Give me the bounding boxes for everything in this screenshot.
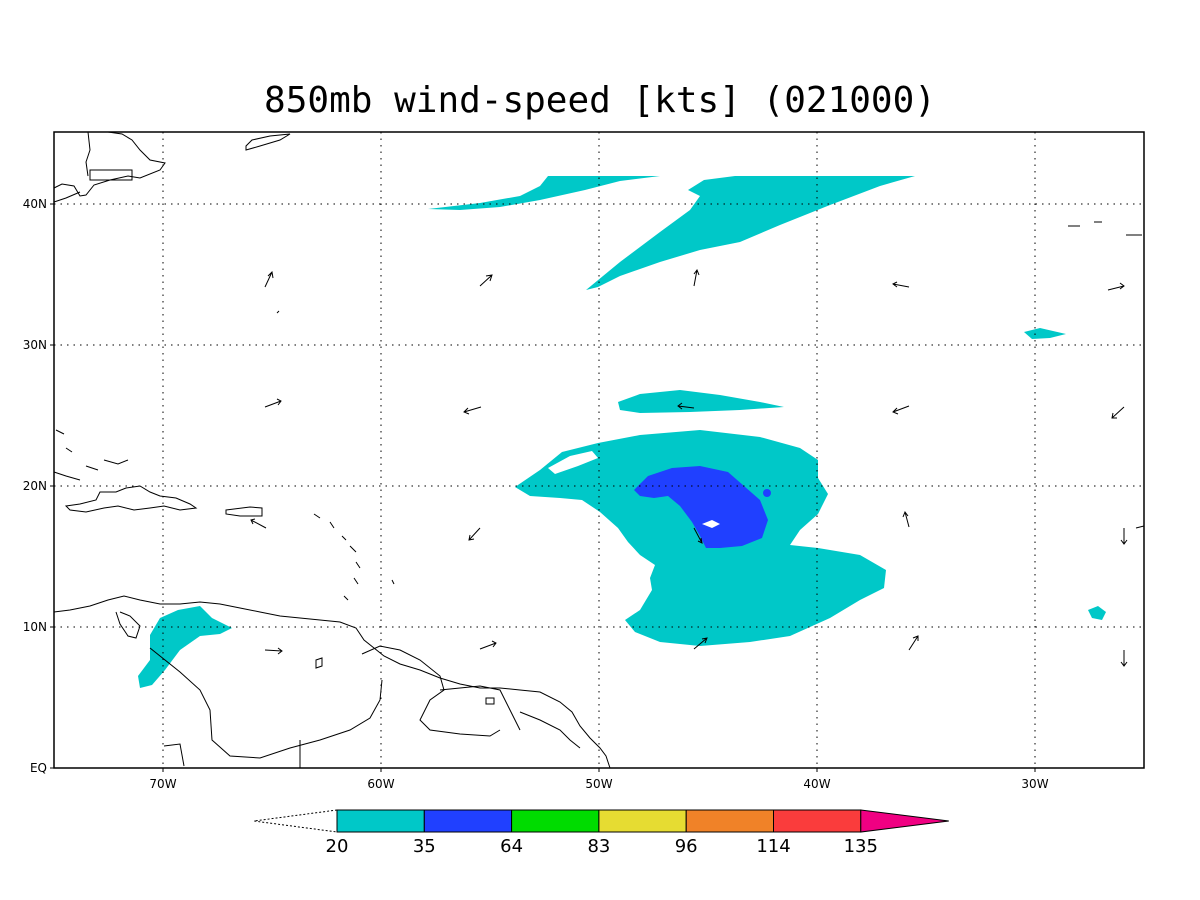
wind-arrow — [463, 406, 482, 415]
wind-arrow — [1111, 406, 1125, 419]
coast-puerto-rico — [225, 506, 263, 517]
colorbar-level-label: 64 — [500, 836, 523, 857]
colorbar-swatch — [336, 809, 425, 833]
colorbar-swatch — [511, 809, 600, 833]
wind-arrow — [250, 518, 267, 529]
colorbar-level-label: 96 — [675, 836, 698, 857]
coast-south-america — [53, 595, 611, 769]
coast-hispaniola — [64, 485, 198, 513]
coast-interior-borders — [149, 645, 581, 768]
wind-arrow — [693, 527, 703, 544]
contour-north-band-east — [586, 176, 915, 290]
colorbar-level-label: 83 — [587, 836, 610, 857]
contour-bar-26n — [618, 390, 784, 413]
y-tick-label: 30N — [23, 338, 47, 352]
wind-arrow — [693, 268, 700, 287]
colorbar-labels: 20 35 64 83 96 114 135 — [326, 836, 878, 857]
colorbar-swatch — [598, 809, 687, 833]
contour-storm-core — [634, 466, 768, 548]
coast-gulf-maracaibo — [115, 611, 141, 639]
wind-arrow — [276, 310, 280, 314]
contour-small-east-30n — [1024, 328, 1066, 339]
colorbar-lower-extend — [253, 809, 338, 833]
x-tick-label: 40W — [803, 777, 830, 791]
colorbar-level-label: 114 — [756, 836, 790, 857]
y-tick-label: 10N — [23, 620, 47, 634]
contour-north-band-west — [428, 176, 660, 210]
wind-arrow — [1120, 650, 1128, 667]
wind-arrow — [264, 270, 274, 288]
x-tick-label: 30W — [1021, 777, 1048, 791]
wind-arrow — [264, 647, 283, 655]
y-axis-labels: 40N 30N 20N 10N EQ — [23, 197, 54, 775]
coast-bahamas-cuba — [53, 429, 129, 481]
coast-lesser-antilles — [313, 513, 395, 601]
colorbar-swatch — [685, 809, 775, 833]
colorbar-upper-extend — [860, 809, 949, 833]
wind-arrow — [892, 405, 910, 415]
wind-arrow — [892, 281, 910, 288]
wind-arrow — [1120, 528, 1128, 545]
colorbar-swatch — [423, 809, 513, 833]
wind-arrow — [479, 640, 497, 650]
wind-arrow — [479, 274, 493, 287]
contour-venezuela — [138, 606, 232, 688]
y-tick-label: 40N — [23, 197, 47, 211]
wind-20-35-kts-contours — [138, 176, 1106, 688]
contour-core-eye — [702, 520, 720, 528]
wind-arrow — [677, 402, 695, 410]
colorbar: 20 35 64 83 96 114 135 — [253, 809, 949, 857]
y-tick-label: 20N — [23, 479, 47, 493]
x-tick-label: 70W — [149, 777, 176, 791]
wind-arrow — [902, 510, 910, 528]
x-axis-labels: 70W 60W 50W 40W 30W — [149, 768, 1049, 791]
wind-arrow — [468, 527, 481, 541]
x-tick-label: 60W — [367, 777, 394, 791]
coast-nova-scotia — [245, 133, 291, 151]
y-tick-label: EQ — [30, 761, 47, 775]
colorbar-level-label: 20 — [326, 836, 349, 857]
contour-small-east-11n — [1088, 606, 1106, 620]
coast-new-england-box — [89, 169, 133, 181]
colorbar-level-label: 135 — [844, 836, 878, 857]
colorbar-level-label: 35 — [413, 836, 436, 857]
wind-arrow — [264, 398, 282, 408]
contour-core-dot — [763, 489, 771, 497]
coast-trinidad — [315, 657, 495, 705]
coast-east-atlantic-islands — [1068, 221, 1145, 529]
wind-arrow — [908, 635, 919, 651]
wind-arrow — [693, 637, 708, 650]
coast-north-america — [53, 131, 166, 203]
wind-arrow — [1107, 282, 1125, 291]
contour-storm-cutout — [548, 451, 598, 474]
colorbar-swatch — [773, 809, 862, 833]
wind-35-64-kts-contours — [634, 466, 771, 548]
colorbar-boxes — [336, 809, 949, 833]
contour-storm-outer — [515, 430, 886, 646]
wind-vectors — [250, 268, 1128, 667]
x-tick-label: 50W — [585, 777, 612, 791]
map-title: 850mb wind-speed [kts] (021000) — [264, 80, 936, 121]
coastlines — [53, 131, 1145, 769]
